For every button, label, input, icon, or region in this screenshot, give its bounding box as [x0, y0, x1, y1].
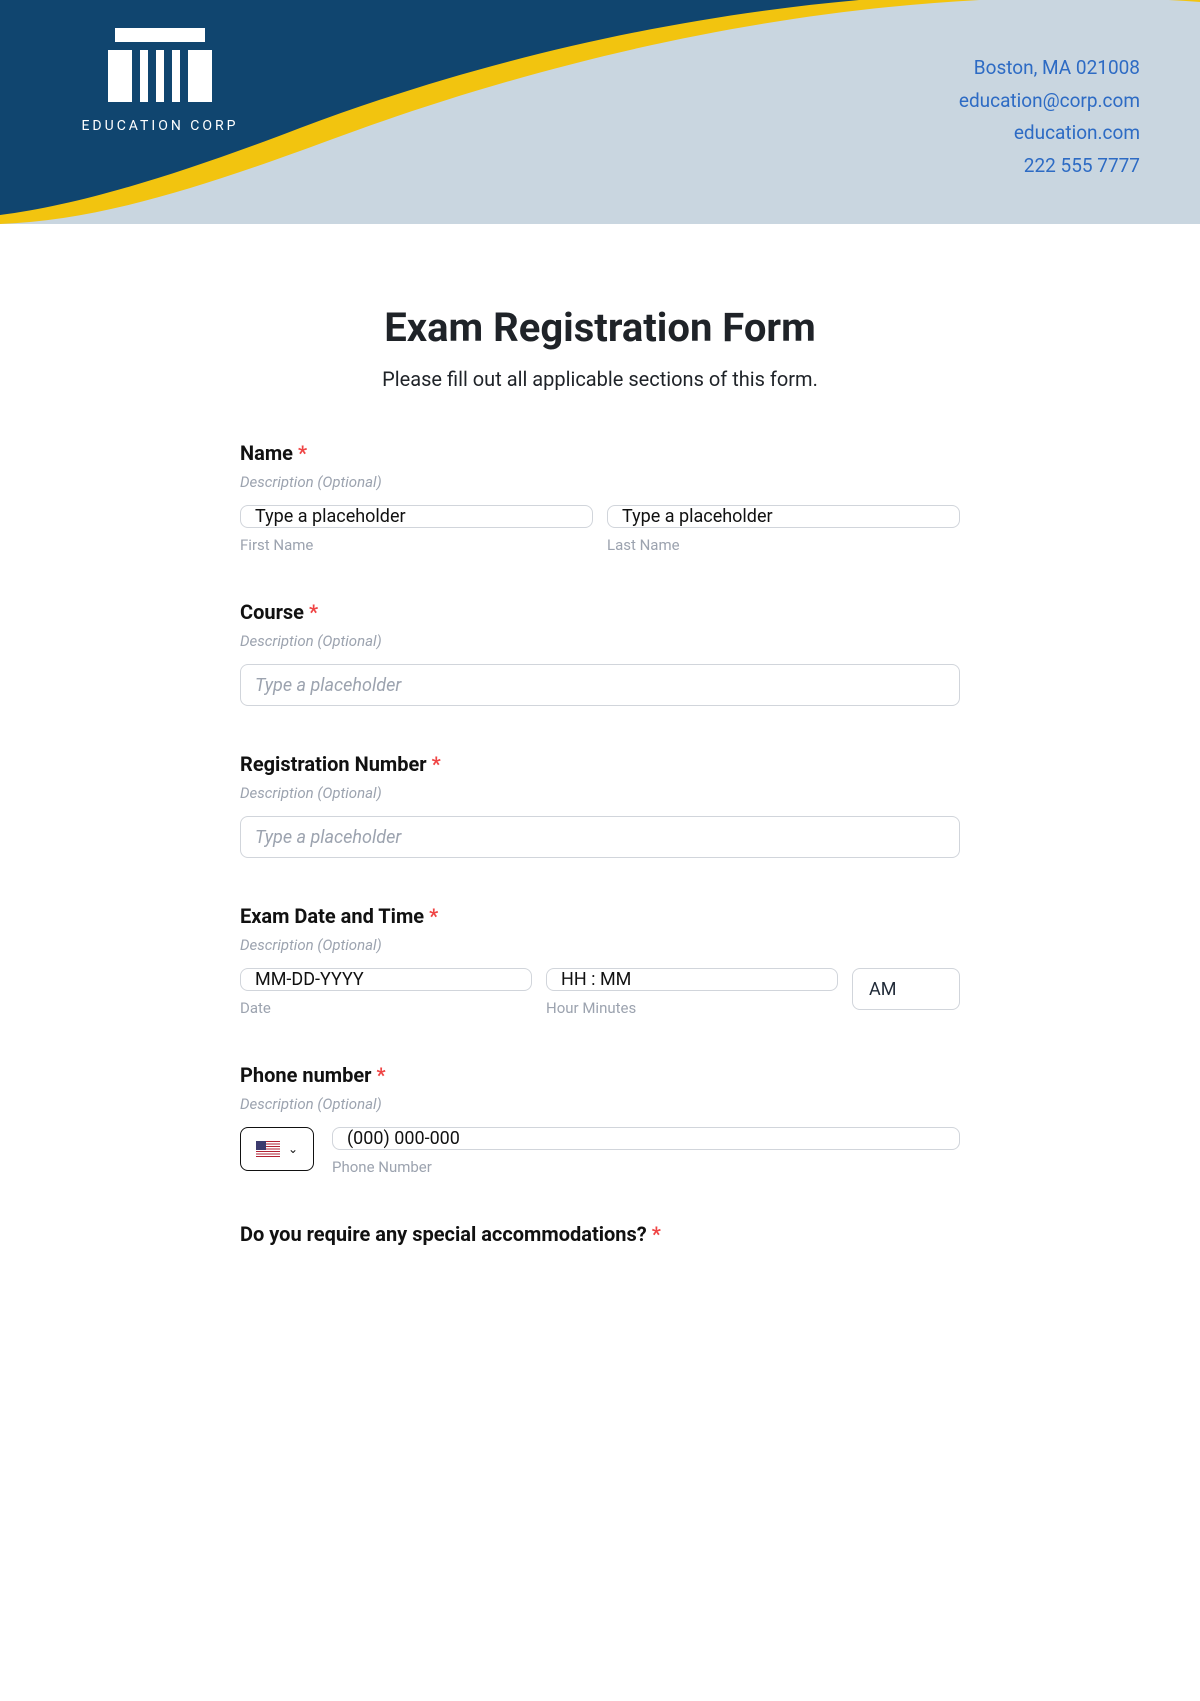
contact-block: Boston, MA 021008 education@corp.com edu… [959, 54, 1140, 184]
time-sublabel: Hour Minutes [546, 999, 838, 1017]
label-regnum: Registration Number * [240, 752, 960, 776]
required-marker: * [298, 441, 307, 465]
regnum-input[interactable] [240, 816, 960, 858]
field-course: Course * Description (Optional) [240, 600, 960, 706]
form-title: Exam Registration Form [240, 304, 960, 351]
label-accommodations: Do you require any special accommodation… [240, 1222, 960, 1246]
label-phone: Phone number * [240, 1063, 960, 1087]
contact-phone: 222 555 7777 [959, 152, 1140, 181]
flag-us-icon [256, 1141, 280, 1157]
country-code-select[interactable]: ⌄ [240, 1127, 314, 1171]
required-marker: * [652, 1222, 661, 1246]
ampm-select[interactable]: AM [852, 968, 960, 1010]
last-name-input[interactable] [607, 505, 960, 528]
logo-block: EDUCATION CORP [60, 28, 260, 134]
desc-name: Description (Optional) [240, 473, 960, 491]
phone-sublabel: Phone Number [332, 1158, 960, 1176]
label-datetime: Exam Date and Time * [240, 904, 960, 928]
first-name-sublabel: First Name [240, 536, 593, 554]
phone-input[interactable] [332, 1127, 960, 1150]
first-name-input[interactable] [240, 505, 593, 528]
desc-datetime: Description (Optional) [240, 936, 960, 954]
label-course: Course * [240, 600, 960, 624]
field-accommodations: Do you require any special accommodation… [240, 1222, 960, 1246]
contact-email: education@corp.com [959, 87, 1140, 116]
field-datetime: Exam Date and Time * Description (Option… [240, 904, 960, 1017]
required-marker: * [309, 600, 318, 624]
last-name-sublabel: Last Name [607, 536, 960, 554]
time-input[interactable] [546, 968, 838, 991]
desc-phone: Description (Optional) [240, 1095, 960, 1113]
label-name: Name * [240, 441, 960, 465]
required-marker: * [376, 1063, 385, 1087]
logo-icon [115, 28, 205, 108]
page-header: EDUCATION CORP Boston, MA 021008 educati… [0, 0, 1200, 224]
field-phone: Phone number * Description (Optional) ⌄ … [240, 1063, 960, 1176]
desc-course: Description (Optional) [240, 632, 960, 650]
desc-regnum: Description (Optional) [240, 784, 960, 802]
form-container: Exam Registration Form Please fill out a… [240, 224, 960, 1246]
date-sublabel: Date [240, 999, 532, 1017]
contact-address: Boston, MA 021008 [959, 54, 1140, 83]
field-regnum: Registration Number * Description (Optio… [240, 752, 960, 858]
date-input[interactable] [240, 968, 532, 991]
chevron-down-icon: ⌄ [288, 1142, 298, 1156]
contact-website: education.com [959, 119, 1140, 148]
form-subtitle: Please fill out all applicable sections … [240, 367, 960, 391]
course-input[interactable] [240, 664, 960, 706]
field-name: Name * Description (Optional) First Name… [240, 441, 960, 554]
required-marker: * [432, 752, 441, 776]
logo-name: EDUCATION CORP [60, 118, 260, 134]
required-marker: * [429, 904, 438, 928]
